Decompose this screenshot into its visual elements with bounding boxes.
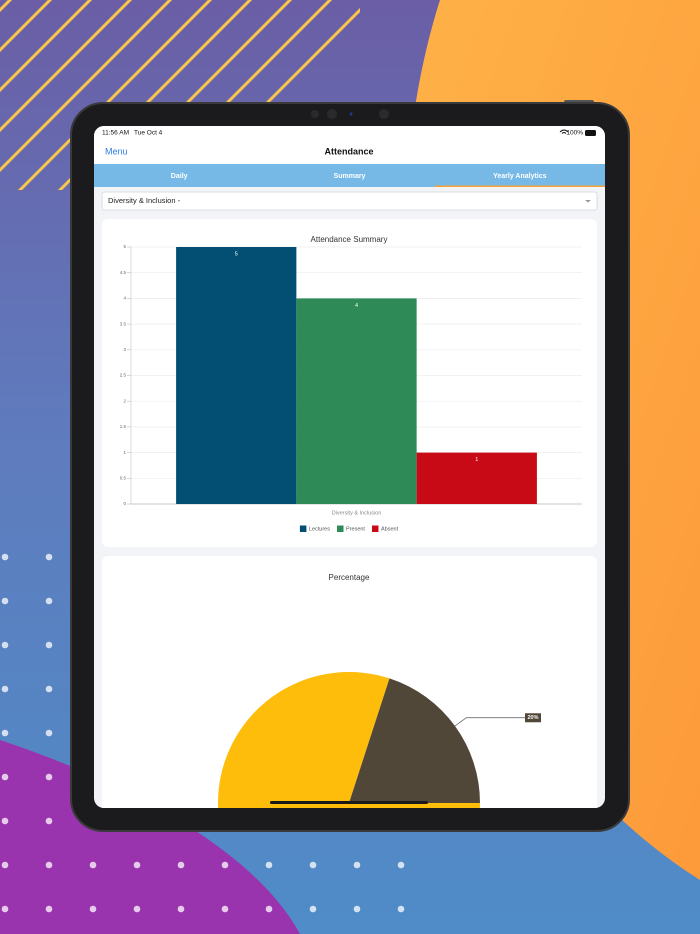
tab-indicator (434, 185, 605, 187)
dropdown-arrow (585, 200, 591, 203)
status-date: Tue Oct 4 (134, 130, 163, 137)
bar-label: 1 (475, 457, 478, 463)
tab[interactable]: Summary (334, 173, 366, 180)
dot (89, 861, 97, 869)
y-tick-label: 1.5 (120, 424, 127, 429)
dot (309, 861, 317, 869)
legend-swatch (371, 525, 379, 532)
tab[interactable]: Daily (171, 173, 188, 180)
dot (221, 905, 229, 913)
dot (1, 641, 9, 649)
tabs: Daily Summary Yearly Analytics (171, 173, 605, 187)
dot (309, 905, 317, 913)
dot (1, 553, 9, 561)
nav-title: Attendance (324, 146, 373, 156)
chart-title: Attendance Summary (311, 235, 388, 244)
dots (1, 553, 405, 913)
tab-bar (94, 164, 605, 187)
dot (1, 685, 9, 693)
x-tick-label: Diversity & Inclusion (332, 510, 382, 516)
y-tick-label: 1 (123, 450, 126, 455)
menu-button[interactable]: Menu (105, 146, 128, 156)
pie-slice (349, 678, 480, 803)
sensor (379, 109, 389, 119)
bar (176, 247, 297, 504)
battery-icon (585, 130, 596, 136)
legend-label: Absent (381, 526, 399, 532)
dot (45, 597, 53, 605)
dot (1, 773, 9, 781)
dot (133, 861, 141, 869)
dot (177, 861, 185, 869)
sensor (327, 109, 337, 119)
dot (45, 905, 53, 913)
bar-label: 5 (235, 251, 238, 257)
y-tick-label: 3 (123, 347, 126, 352)
dropdown[interactable] (101, 191, 598, 211)
stripe (0, 0, 192, 190)
legend-label: Lectures (309, 526, 330, 532)
bar (416, 452, 537, 504)
stripe (0, 0, 112, 112)
stripe (0, 0, 32, 32)
dot (265, 905, 273, 913)
dot (45, 685, 53, 693)
dot (1, 817, 9, 825)
dot (45, 553, 53, 561)
y-tick-label: 3.5 (120, 321, 127, 326)
dot (1, 905, 9, 913)
leader-line (454, 717, 525, 727)
dot (1, 861, 9, 869)
dot (265, 861, 273, 869)
bar (296, 298, 417, 504)
chart-title: Percentage (329, 573, 370, 582)
legend: Lectures Present Absent (299, 525, 399, 532)
nav-bar (94, 126, 605, 164)
y-tick-label: 2 (123, 398, 126, 403)
legend-label: Present (346, 526, 365, 532)
dot (353, 861, 361, 869)
y-tick-label: 4.5 (120, 270, 127, 275)
dot (221, 861, 229, 869)
y-tick-label: 5 (123, 244, 126, 249)
dot (89, 905, 97, 913)
screen: 11:56 AM Tue Oct 4 100% Menu Attendance … (94, 126, 605, 808)
camera (349, 112, 353, 116)
dot (133, 905, 141, 913)
status-time: 11:56 AM (102, 130, 129, 137)
y-tick-label: 2.5 (120, 373, 127, 378)
dot (397, 905, 405, 913)
slice-label: 20% (527, 715, 538, 721)
dot (45, 729, 53, 737)
bar-label: 4 (355, 303, 358, 309)
legend-swatch (337, 525, 344, 532)
dot (45, 817, 53, 825)
dot (177, 905, 185, 913)
stripe (0, 0, 72, 72)
legend-swatch (299, 525, 307, 532)
bar-chart: Attendance Summary 0 0.5 1 1.5 2 2.5 3 3.5 4 4.5 5 D… (120, 235, 582, 532)
dot (45, 773, 53, 781)
y-tick-label: 4 (123, 296, 126, 301)
dot (353, 905, 361, 913)
dot (1, 729, 9, 737)
y-tick-label: 0 (123, 501, 126, 506)
stripe (0, 0, 152, 152)
status-battery: 100% (566, 130, 583, 137)
tab[interactable]: Yearly Analytics (493, 173, 547, 180)
wifi-icon (559, 129, 569, 134)
dot (397, 861, 405, 869)
dropdown-text[interactable]: Diversity & Inclusion - (108, 196, 181, 205)
dot (45, 861, 53, 869)
slice-label-bg (525, 713, 541, 723)
dot (45, 641, 53, 649)
dot (1, 597, 9, 605)
home-indicator (270, 801, 428, 804)
y-tick-label: 0.5 (120, 475, 127, 480)
sensor (311, 110, 319, 118)
